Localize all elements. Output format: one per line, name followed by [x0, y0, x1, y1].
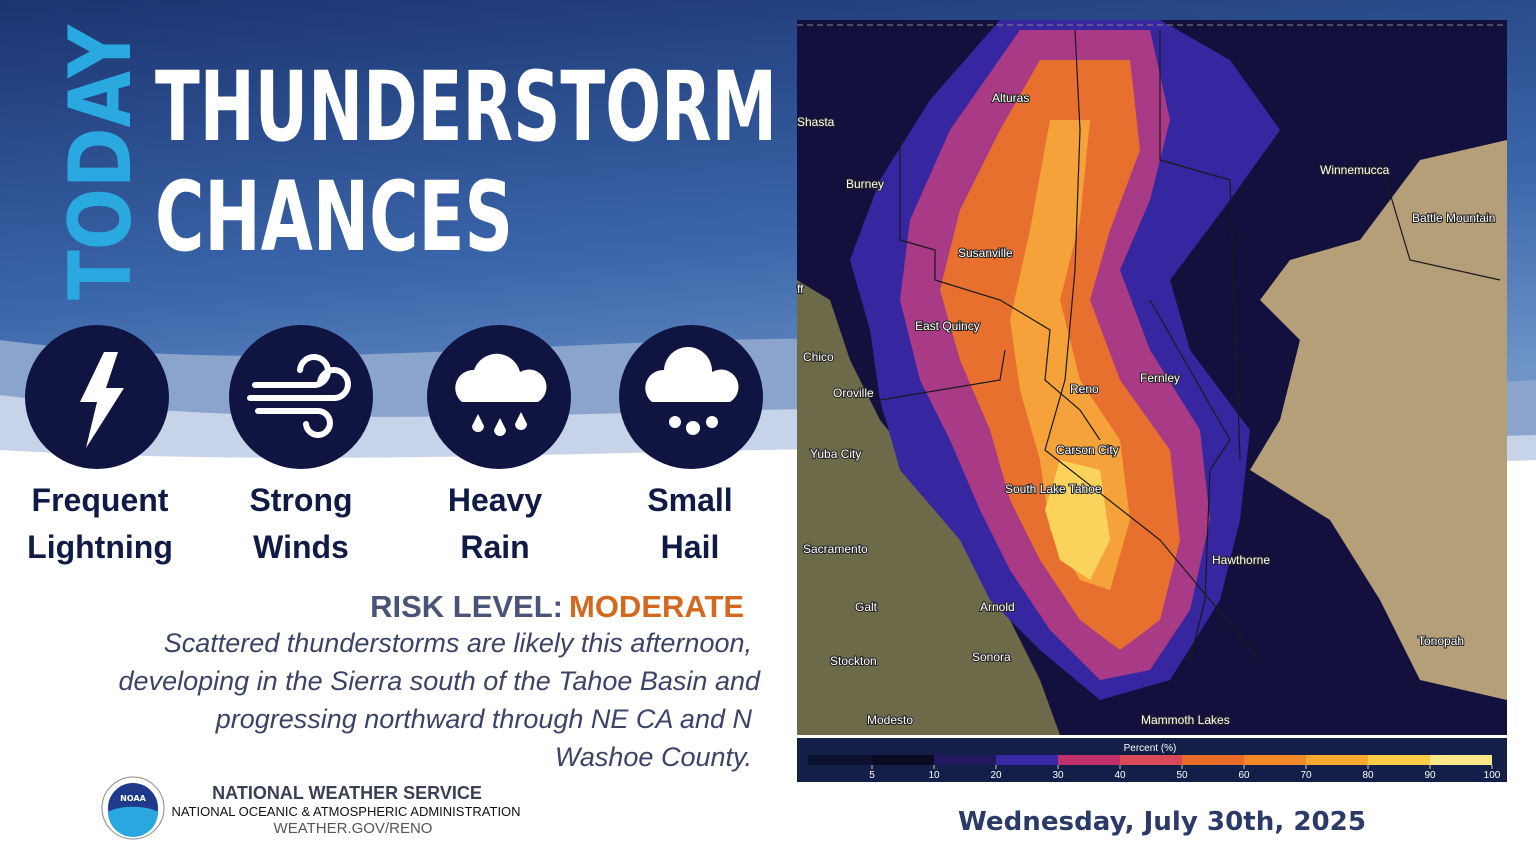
city-label: Mammoth Lakes [1141, 713, 1230, 727]
city-label: Galt [855, 600, 878, 614]
colorbar-segment [934, 755, 996, 765]
colorbar-tick-label: 5 [869, 770, 875, 781]
city-label: Sonora [972, 650, 1011, 664]
colorbar-tick-label: 50 [1176, 770, 1188, 781]
city-label: Carson City [1056, 443, 1119, 457]
city-label: Chico [803, 350, 834, 364]
colorbar-tick-label: 40 [1114, 770, 1126, 781]
noaa-logo: NOAA [101, 776, 165, 840]
colorbar-segment [1368, 755, 1430, 765]
colorbar-tick-label: 90 [1424, 770, 1436, 781]
colorbar-segment [1306, 755, 1368, 765]
city-label: Arnold [980, 600, 1015, 614]
parent-agency: NATIONAL OCEANIC & ATMOSPHERIC ADMINISTR… [171, 804, 520, 819]
colorbar-tick-label: 70 [1300, 770, 1312, 781]
hazard-label: Rain [460, 529, 529, 565]
risk-level: MODERATE [569, 589, 744, 624]
city-label: Alturas [992, 91, 1029, 105]
title-line: THUNDERSTORM [155, 51, 777, 163]
city-label: Tonopah [1418, 634, 1464, 648]
city-label: Winnemucca [1320, 163, 1390, 177]
colorbar-segment [1058, 755, 1120, 765]
city-label: Reno [1070, 382, 1099, 396]
city-label: Sacramento [803, 542, 868, 556]
colorbar-segment [1120, 755, 1182, 765]
hazard-label: Frequent [32, 482, 169, 518]
colorbar-tick-label: 100 [1484, 770, 1501, 781]
colorbar-segment [1182, 755, 1244, 765]
city-label: Modesto [867, 713, 913, 727]
city-label: Shasta [797, 115, 835, 129]
risk-label: RISK LEVEL: [370, 589, 563, 624]
colorbar-tick-label: 20 [990, 770, 1002, 781]
hazard-label: Hail [661, 529, 720, 565]
city-label: Stockton [830, 654, 877, 668]
city-label: Hawthorne [1212, 553, 1270, 567]
description-line: Washoe County. [555, 742, 752, 772]
city-label: Battle Mountain [1412, 211, 1495, 225]
hazard-label: Winds [253, 529, 349, 565]
city-label: East Quincy [915, 319, 980, 333]
rain-icon [427, 325, 571, 469]
colorbar-segment [1430, 755, 1492, 765]
colorbar-segment [996, 755, 1058, 765]
city-label: Oroville [833, 386, 874, 400]
colorbar-segment [808, 755, 872, 765]
colorbar-tick-label: 30 [1052, 770, 1064, 781]
hazard-label: Small [647, 482, 732, 518]
date: Wednesday, July 30th, 2025 [958, 807, 1366, 837]
agency: NATIONAL WEATHER SERVICE [212, 783, 482, 803]
description-line: Scattered thunderstorms are likely this … [164, 628, 752, 658]
hail-icon [619, 325, 763, 469]
wind-icon [229, 325, 373, 469]
city-label: Yuba City [810, 447, 861, 461]
hazard-label: Strong [249, 482, 352, 518]
city-label: Burney [846, 177, 884, 191]
city-label: South Lake Tahoe [1005, 482, 1102, 496]
description-line: progressing northward through NE CA and … [215, 704, 753, 734]
colorbar-tick-label: 10 [928, 770, 940, 781]
kicker: TODAY [51, 24, 151, 300]
title-line: CHANCES [155, 161, 513, 273]
colorbar-title: Percent (%) [1124, 743, 1177, 754]
city-label: ff [797, 282, 804, 296]
colorbar-segment [1244, 755, 1306, 765]
colorbar-tick-label: 60 [1238, 770, 1250, 781]
lightning-icon [25, 325, 169, 469]
colorbar-tick-label: 80 [1362, 770, 1374, 781]
city-label: Susanville [958, 246, 1013, 260]
map [797, 20, 1507, 735]
city-label: Fernley [1140, 371, 1180, 385]
hazard-label: Heavy [448, 482, 543, 518]
description-line: developing in the Sierra south of the Ta… [119, 666, 761, 696]
colorbar-segment [872, 755, 934, 765]
website: WEATHER.GOV/RENO [274, 820, 433, 837]
hazard-label: Lightning [27, 529, 173, 565]
logo-text: NOAA [120, 794, 146, 803]
